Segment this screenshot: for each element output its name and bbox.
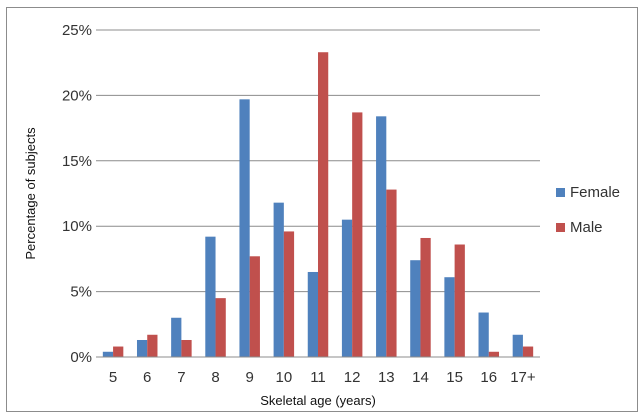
bar-female-15	[444, 277, 455, 357]
bar-female-17+	[512, 334, 523, 357]
x-tick-label: 11	[310, 369, 326, 386]
legend-label-male: Male	[570, 219, 603, 236]
bar-female-7	[171, 317, 182, 357]
bar-female-5	[102, 351, 114, 357]
bar-male-11	[318, 52, 329, 358]
x-tick-label: 5	[109, 369, 117, 386]
bar-male-17+	[522, 346, 534, 357]
bar-female-9	[239, 99, 250, 357]
bar-female-6	[136, 339, 148, 357]
x-tick-label: 12	[344, 369, 361, 386]
y-tick-labels: 0% 5% 10% 15% 20% 25%	[62, 22, 92, 366]
bar-male-10	[283, 231, 295, 357]
bar-male-6	[147, 334, 158, 357]
x-tick-label: 16	[480, 369, 497, 386]
x-tick-label: 8	[211, 369, 219, 386]
x-tick-label: 13	[378, 369, 395, 386]
bar-male-12	[352, 112, 363, 358]
bar-male-8	[215, 298, 226, 357]
x-tick-labels: 5 6 7 8 9 10 11 12 13 14 15 16 17+	[109, 369, 536, 386]
bar-female-8	[205, 236, 216, 357]
legend-label-female: Female	[570, 184, 620, 201]
y-tick-label: 25%	[62, 22, 92, 39]
x-tick-label: 17+	[510, 369, 536, 386]
bar-female-16	[478, 312, 489, 357]
bar-female-13	[376, 116, 387, 357]
x-tick-label: 10	[276, 369, 293, 386]
x-tick-label: 15	[446, 369, 463, 386]
bar-female-12	[341, 219, 353, 357]
y-tick-label: 0%	[70, 349, 92, 366]
bar-male-9	[249, 256, 260, 357]
bar-male-7	[181, 339, 192, 357]
bar-female-10	[273, 202, 284, 357]
legend-swatch-male	[556, 223, 565, 232]
x-tick-label: 7	[177, 369, 185, 386]
x-tick-label: 9	[246, 369, 254, 386]
bar-female-14	[410, 260, 421, 357]
legend-swatch-female	[556, 188, 565, 197]
bar-male-15	[454, 244, 465, 357]
y-axis-title: Percentage of subjects	[23, 127, 38, 260]
x-tick-label: 14	[412, 369, 429, 386]
bar-male-5	[113, 346, 124, 357]
legend: Female Male	[556, 184, 620, 236]
y-tick-label: 15%	[62, 153, 92, 170]
bars	[102, 52, 534, 358]
bar-male-16	[488, 351, 500, 357]
bar-female-11	[307, 271, 318, 357]
x-tick-label: 6	[143, 369, 151, 386]
y-tick-label: 20%	[62, 87, 92, 104]
y-tick-label: 5%	[70, 284, 92, 301]
x-axis-title: Skeletal age (years)	[260, 393, 376, 408]
y-tick-label: 10%	[62, 218, 92, 235]
bar-male-13	[386, 189, 397, 357]
bar-male-14	[420, 237, 431, 357]
